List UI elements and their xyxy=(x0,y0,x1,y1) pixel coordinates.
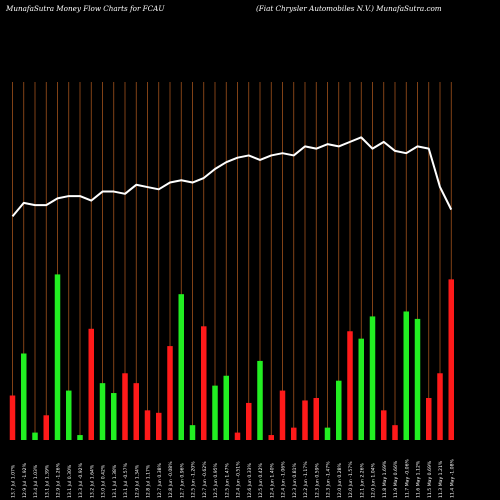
money-flow-bar xyxy=(9,395,16,440)
x-tick-label: 12.8 Jul 1.17% xyxy=(146,464,152,498)
x-tick-label: 12.8 Jun -0.08% xyxy=(168,461,174,498)
money-flow-bar xyxy=(111,393,117,440)
money-flow-bar xyxy=(88,328,94,440)
money-flow-bar xyxy=(201,326,207,440)
x-tick-label: 12.3 Jun 0.81% xyxy=(292,462,298,498)
money-flow-bar xyxy=(122,373,128,440)
x-tick-label: 12.7 Jun -0.62% xyxy=(202,461,208,498)
money-flow-bar xyxy=(268,435,274,440)
chart-title-right: (Fiat Chrysler Automobiles N.V.) MunafaS… xyxy=(256,4,442,13)
money-flow-bar xyxy=(167,346,173,440)
x-tick-label: 12.4 Jun -0.51% xyxy=(236,461,242,498)
money-flow-bar xyxy=(437,373,443,440)
money-flow-bar xyxy=(279,390,286,440)
x-tick-label: 13.1 Jul 1.38% xyxy=(112,464,118,498)
x-tick-label: 12.7 Jun 0.38% xyxy=(157,462,163,498)
money-flow-bar xyxy=(369,316,376,440)
money-flow-bar xyxy=(54,274,61,440)
x-tick-label: 11.6 May 1.12% xyxy=(416,460,422,498)
x-tick-label: 12.0 Jun 1.04% xyxy=(371,462,377,498)
price-line-path xyxy=(11,136,453,218)
x-tick-label: 12.3 Jun 0.59% xyxy=(314,462,320,498)
x-tick-label: 13.7 Jul 1.07% xyxy=(11,464,17,498)
money-flow-bar xyxy=(77,435,83,440)
money-flow-bar xyxy=(347,331,353,440)
money-flow-bar xyxy=(21,353,27,440)
money-flow-bar xyxy=(302,400,308,440)
x-tick-label: 11.7 May -0.06% xyxy=(404,458,410,498)
money-flow-bar xyxy=(324,427,331,440)
money-flow-bar xyxy=(234,432,241,440)
x-tick-label: 13.0 Jul 0.42% xyxy=(101,464,107,498)
x-tick-label: 12.7 Jun 0.96% xyxy=(179,462,185,498)
money-flow-bars xyxy=(9,274,454,440)
x-tick-label: 13.2 Jul 1.64% xyxy=(89,464,95,498)
money-flow-bar xyxy=(448,279,454,440)
x-tick-label: 13.1 Jul -0.57% xyxy=(123,462,129,498)
price-line xyxy=(11,136,453,218)
grid-lines xyxy=(12,82,452,440)
money-flow-bar xyxy=(223,375,229,440)
money-flow-bar xyxy=(178,294,184,440)
x-tick-label: 11.9 May 0.66% xyxy=(393,460,399,498)
x-tick-label: 13.1 Jul 1.39% xyxy=(44,464,50,498)
money-flow-bar xyxy=(358,338,364,440)
money-flow-bar xyxy=(133,383,139,440)
x-tick-label: 12.5 Jun 1.47% xyxy=(224,462,230,498)
x-tick-label: 12.9 Jul -1.92% xyxy=(22,462,28,498)
money-flow-bar xyxy=(291,427,297,440)
x-tick-label: 13.1 Jul 0.30% xyxy=(67,464,73,498)
money-flow-bar xyxy=(43,415,49,440)
x-tick-label: 11.8 May 1.69% xyxy=(382,460,388,498)
x-tick-label: 12.2 Jun -1.17% xyxy=(303,461,309,498)
money-flow-bar xyxy=(189,425,196,440)
x-tick-label: 12.4 Jun 1.40% xyxy=(269,462,275,498)
chart-title-left: MunafaSutra Money Flow Charts for FCAU xyxy=(6,4,165,13)
x-tick-label: 12.3 Jun -1.47% xyxy=(326,461,332,498)
x-tick-label: 12.0 Jun 0.28% xyxy=(337,462,343,498)
money-flow-bar xyxy=(403,311,409,440)
money-flow-bar xyxy=(156,412,162,440)
x-tick-label: 12.5 Jun 0.42% xyxy=(258,462,264,498)
x-tick-label: 12.4 Jun -1.06% xyxy=(281,461,287,498)
money-flow-bar xyxy=(99,383,106,440)
money-flow-bar xyxy=(32,432,38,440)
money-flow-bar xyxy=(246,402,252,440)
money-flow-bar xyxy=(66,390,72,440)
x-tick-label: 12.1 Jun 2.26% xyxy=(359,462,365,498)
x-tick-label: 13.3 Jul -0.92% xyxy=(78,462,84,498)
money-flow-bar xyxy=(381,410,387,440)
money-flow-bar xyxy=(257,360,263,440)
x-tick-label: 11.4 May -1.08% xyxy=(449,458,455,498)
x-tick-label: 11.5 May 0.69% xyxy=(427,460,433,498)
x-tick-label: 12.6 Jun 0.33% xyxy=(247,462,253,498)
x-tick-label: 12.5 Jun -1.20% xyxy=(191,461,197,498)
x-tick-label: 12.0 Jun -1.57% xyxy=(348,461,354,498)
money-flow-bar xyxy=(313,397,319,440)
money-flow-bar xyxy=(144,410,151,440)
x-tick-label: 12.9 Jul -1.26% xyxy=(56,462,62,498)
money-flow-bar xyxy=(426,397,432,440)
money-flow-bar xyxy=(414,318,421,440)
x-tick-labels: 13.7 Jul 1.07% 12.9 Jul -1.92% 13.4 Jul 1.… xyxy=(11,458,456,498)
x-tick-label: 13.4 Jul 1.03% xyxy=(33,464,39,498)
money-flow-bar xyxy=(392,425,398,440)
money-flow-bar xyxy=(212,385,218,440)
money-flow-bar xyxy=(336,380,342,440)
x-tick-label: 11.3 May 1.21% xyxy=(438,460,444,498)
x-tick-label: 12.9 Jul 1.34% xyxy=(134,464,140,498)
x-tick-label: 12.5 Jun 0.95% xyxy=(213,462,219,498)
